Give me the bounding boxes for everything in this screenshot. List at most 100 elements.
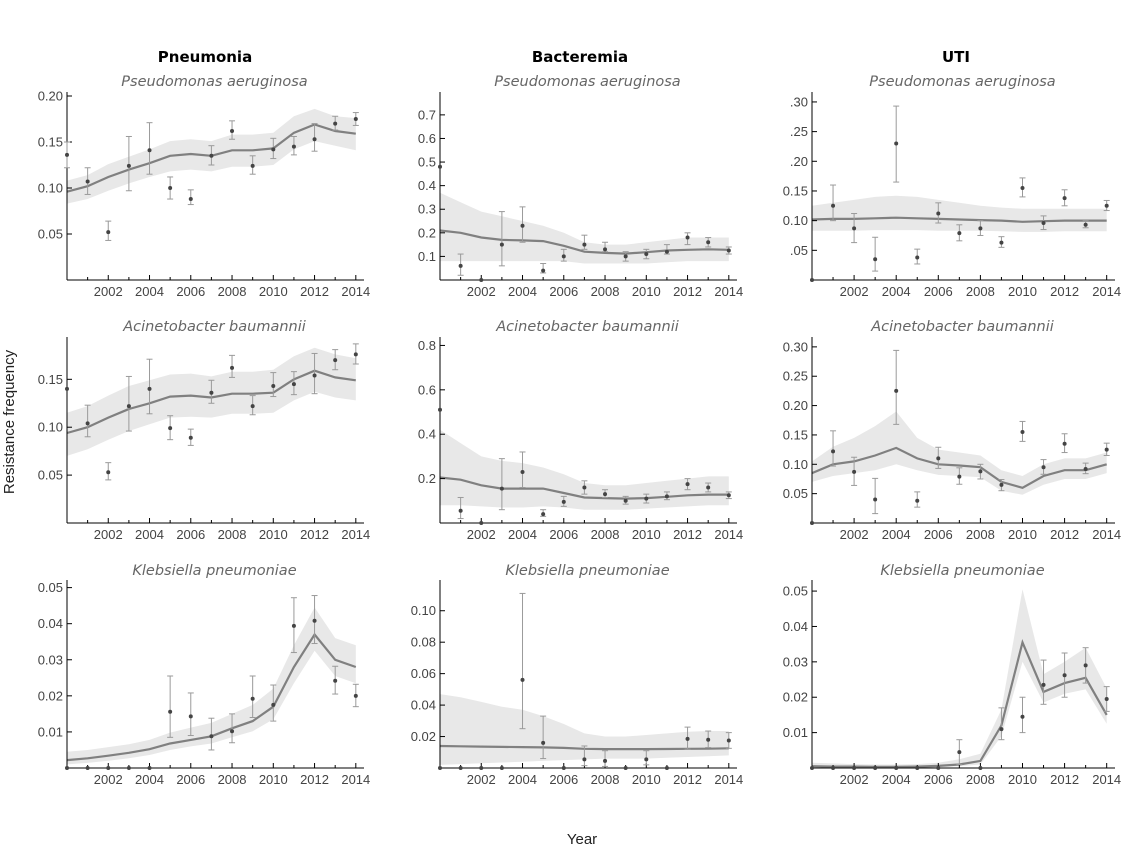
panel-6-data-point-2012 xyxy=(1062,441,1067,446)
panel-7-x-tick-label-2014: 2014 xyxy=(341,772,370,787)
panel-6-title: Acinetobacter baumannii xyxy=(870,319,1054,335)
panel-8-data-point-2013 xyxy=(706,737,711,742)
panel-9-y-tick-label-0.03: 0.03 xyxy=(783,654,808,669)
panel-1-x-tick-label-2014: 2014 xyxy=(341,284,370,299)
panel-8-title: Klebsiella pneumoniae xyxy=(505,563,669,579)
panel-5-data-point-2008 xyxy=(603,492,608,497)
panel-5-data-point-2013 xyxy=(706,485,711,490)
panel-6-x-tick-label-2012: 2012 xyxy=(1050,527,1079,542)
panel-7-data-point-2003 xyxy=(126,766,131,770)
panel-3-data-point-2002 xyxy=(852,226,857,231)
panel-1-data-point-2007 xyxy=(209,153,214,158)
panel-9-data-point-2002 xyxy=(852,766,857,770)
panel-9-y-tick-label-0.01: 0.01 xyxy=(783,725,808,740)
panel-4-data-point-2009 xyxy=(250,404,255,409)
panel-2-data-point-2006 xyxy=(561,254,566,259)
panel-3-title: Pseudomonas aeruginosa xyxy=(869,74,1055,90)
panel-7-data-point-2006 xyxy=(188,714,193,719)
panel-3-x-tick-label-2012: 2012 xyxy=(1050,284,1079,299)
panel-9-data-point-2013 xyxy=(1083,663,1088,668)
panel-8-x-tick-label-2012: 2012 xyxy=(673,772,702,787)
panel-2-x-tick-label-2010: 2010 xyxy=(632,284,661,299)
panel-2-y-tick-label-0.2: 0.2 xyxy=(418,225,436,240)
panel-6-data-point-2001 xyxy=(831,449,836,454)
panel-9-data-point-2000 xyxy=(810,766,814,770)
panel-9-data-point-2008 xyxy=(978,766,983,770)
panel-6-y-tick-label-0.30: 0.30 xyxy=(783,339,808,354)
panel-4-data-point-2010 xyxy=(271,384,276,389)
panel-7-data-point-2004 xyxy=(147,766,152,770)
panel-9-data-point-2001 xyxy=(831,766,836,770)
panel-2-y-tick-label-0.6: 0.6 xyxy=(418,131,436,146)
panel-8-y-tick-label-0.10: 0.10 xyxy=(411,603,436,618)
panel-2-x-tick-label-2014: 2014 xyxy=(714,284,743,299)
panel-2-x-tick-label-2004: 2004 xyxy=(508,284,537,299)
panel-2-data-point-2011 xyxy=(664,249,669,254)
panel-7-title: Klebsiella pneumoniae xyxy=(132,563,296,579)
panel-6-data-point-2005 xyxy=(915,498,920,503)
panel-3-data-point-2014 xyxy=(1104,203,1109,208)
panel-4-y-tick-label-0.15: 0.15 xyxy=(38,372,63,387)
panel-8-data-point-2001 xyxy=(458,766,463,770)
panel-9: Klebsiella pneumoniae 2002 2004 2006 2008 201… xyxy=(783,563,1121,787)
panel-1-y-tick-label-0.10: 0.10 xyxy=(38,181,63,196)
panel-8-y-tick-label-0.06: 0.06 xyxy=(411,666,436,681)
panel-7-y-tick-label-0.01: 0.01 xyxy=(38,724,63,739)
panel-3-data-point-2005 xyxy=(915,255,920,260)
panel-5-data-point-2014 xyxy=(726,493,731,498)
panel-5-title: Acinetobacter baumannii xyxy=(495,319,679,335)
panel-8-data-point-2006 xyxy=(561,766,566,770)
panel-7-data-point-2011 xyxy=(291,623,296,628)
panel-6-y-tick-label-0.15: 0.15 xyxy=(783,427,808,442)
panel-8-x-tick-label-2006: 2006 xyxy=(549,772,578,787)
panel-7-data-point-2005 xyxy=(168,709,173,714)
panel-4-title: Acinetobacter baumannii xyxy=(122,319,306,335)
panel-9-title: Klebsiella pneumoniae xyxy=(880,563,1044,579)
panel-5-data-point-2006 xyxy=(561,499,566,504)
panel-1-data-point-2005 xyxy=(168,186,173,190)
panel-3-data-point-2001 xyxy=(831,203,836,208)
panel-7-y-tick-label-0.03: 0.03 xyxy=(38,652,63,667)
panel-8-x-tick-label-2010: 2010 xyxy=(632,772,661,787)
panel-3-x-tick-label-2014: 2014 xyxy=(1092,284,1121,299)
panel-2-data-point-2007 xyxy=(582,242,587,247)
panel-9-data-point-2009 xyxy=(999,727,1004,732)
panel-1-data-point-2011 xyxy=(291,144,296,149)
panel-3-data-point-2010 xyxy=(1020,186,1025,190)
panel-6-model-line xyxy=(811,446,1107,489)
panel-2-x-tick-label-2008: 2008 xyxy=(591,284,620,299)
panel-4: Acinetobacter baumannii 2002 2004 2006 2008 2… xyxy=(38,319,371,542)
panel-4-x-tick-label-2008: 2008 xyxy=(218,527,247,542)
panel-3-data-point-2007 xyxy=(957,231,962,236)
panel-1-x-tick-label-2002: 2002 xyxy=(94,284,123,299)
panel-8-data-point-2008 xyxy=(603,758,608,763)
panel-7-data-point-2007 xyxy=(209,734,214,739)
panel-7-y-tick-label-0.04: 0.04 xyxy=(38,616,63,631)
panel-6-x-tick-label-2014: 2014 xyxy=(1092,527,1121,542)
panel-9-data-point-2006 xyxy=(936,766,941,770)
panel-9-x-tick-label-2010: 2010 xyxy=(1008,772,1037,787)
panel-8-data-point-2011 xyxy=(664,766,669,770)
panel-1-x-tick-label-2010: 2010 xyxy=(259,284,288,299)
panel-5-x-tick-label-2006: 2006 xyxy=(549,527,578,542)
panel-2-data-point-2010 xyxy=(644,252,649,257)
panel-8-y-tick-label-0.08: 0.08 xyxy=(411,635,436,650)
panel-6-y-tick-label-0.25: 0.25 xyxy=(783,369,808,384)
panel-3-y-tick-label-0.10: 0.10 xyxy=(783,213,808,228)
panel-6-x-tick-label-2002: 2002 xyxy=(840,527,869,542)
panel-1-data-point-2008 xyxy=(230,128,235,133)
panel-3-data-point-2008 xyxy=(978,226,983,231)
panel-1-data-point-2014 xyxy=(353,117,358,121)
panel-7-data-point-2012 xyxy=(312,618,317,623)
panel-8-data-point-2002 xyxy=(479,766,484,770)
panel-6-confidence-band xyxy=(812,411,1107,495)
panel-9-data-point-2011 xyxy=(1041,682,1046,687)
panel-8-x-tick-label-2004: 2004 xyxy=(508,772,537,787)
panel-3-data-point-2006 xyxy=(936,211,941,216)
panel-7-data-point-2002 xyxy=(106,766,111,770)
panel-2: Pseudomonas aeruginosa 2002 2004 2006 2008 20… xyxy=(418,74,743,299)
panel-grid: Pseudomonas aeruginosa 2002 2004 2006 2008 20… xyxy=(38,74,1121,787)
panel-8-data-point-2000 xyxy=(438,766,442,770)
panel-6-data-point-2006 xyxy=(936,456,941,461)
panel-5-data-point-2011 xyxy=(664,494,669,499)
